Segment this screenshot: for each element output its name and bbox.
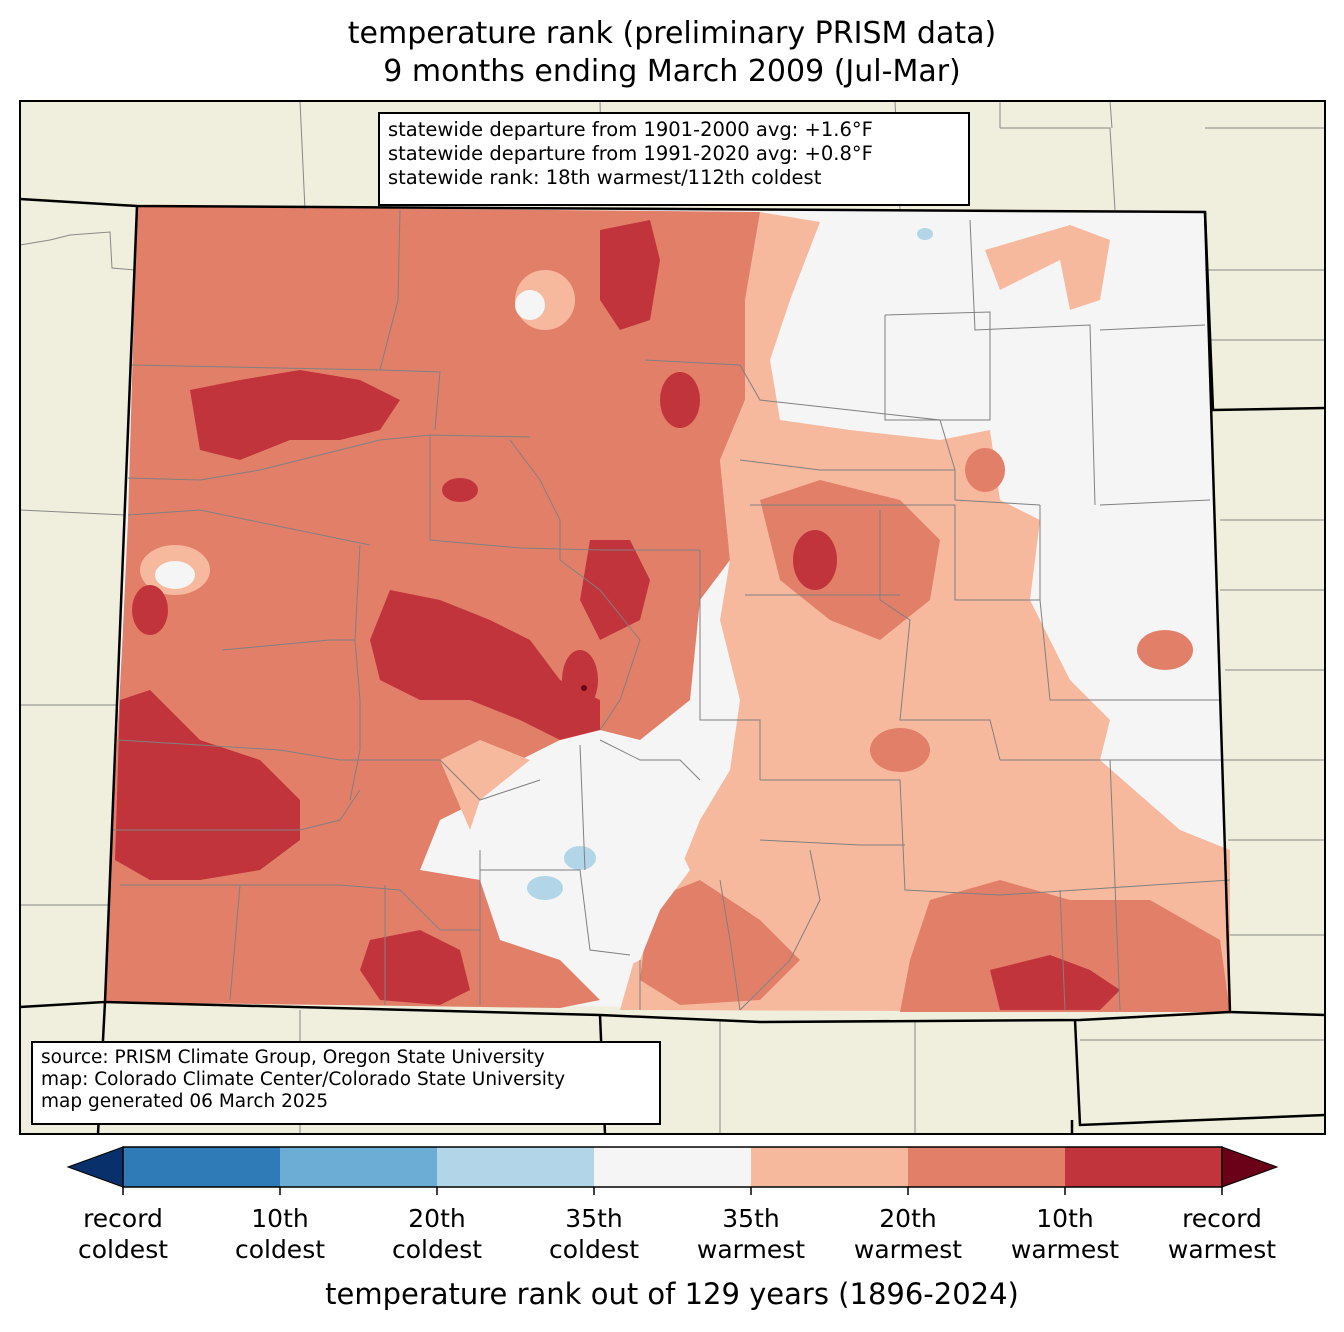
region-10th-warmest-northwest — [190, 370, 400, 460]
region-35th-warmest-northeast — [985, 225, 1110, 310]
region-20th-warmest-south — [640, 880, 800, 1005]
map-frame — [19, 100, 1326, 1135]
region-record-warmest-spot — [581, 685, 587, 691]
region-10th-warmest-southwest — [115, 690, 300, 880]
colorbar-bin-20th-warmest — [908, 1147, 1065, 1187]
colorbar-label-35th-warmest: 35th warmest — [696, 1204, 806, 1264]
departure-1991-2020: statewide departure from 1991-2020 avg: … — [388, 142, 873, 165]
region-20th-warmest-spot1 — [1137, 630, 1193, 670]
region-10th-warmest-spot5 — [660, 372, 700, 428]
region-10th-warmest-front-range — [580, 540, 650, 640]
statewide-rank: statewide rank: 18th warmest/112th colde… — [388, 166, 822, 189]
colorbar-bin-10th-coldest — [123, 1147, 280, 1187]
region-10th-warmest-central-mtns — [370, 590, 600, 740]
colorbar — [66, 1146, 1279, 1195]
colorbar-label-10th-warmest: 10th warmest — [1010, 1204, 1120, 1264]
region-10th-warmest-spot3 — [132, 585, 168, 635]
near-normal-pocket2 — [155, 561, 195, 589]
colorbar-label-20th-coldest: 20th coldest — [391, 1204, 483, 1264]
generated-date: map generated 06 March 2025 — [41, 1091, 329, 1112]
region-10th-warmest-spot2 — [562, 650, 598, 710]
colorbar-bin-normal-cold — [594, 1147, 751, 1187]
region-10th-warmest-spot4 — [442, 478, 478, 502]
map-credit: map: Colorado Climate Center/Colorado St… — [41, 1069, 566, 1090]
colorbar-label-35th-coldest: 35th coldest — [548, 1204, 640, 1264]
region-10th-warmest-sw-corner — [360, 930, 470, 1005]
colorbar-extend-cold — [66, 1146, 124, 1188]
source-credit: source: PRISM Climate Group, Oregon Stat… — [41, 1047, 545, 1068]
map-subtitle: 9 months ending March 2009 (Jul-Mar) — [383, 54, 961, 89]
region-20th-warmest-central — [760, 480, 940, 640]
region-10th-warmest-spot1 — [793, 530, 837, 590]
region-35th-warmest-east — [620, 212, 1230, 1012]
colorbar-label-record-coldest: record coldest — [77, 1204, 169, 1264]
near-normal-pocket4 — [515, 290, 545, 320]
region-10th-warmest-ne-corner — [990, 955, 1120, 1010]
colorbar-title: temperature rank out of 129 years (1896-… — [325, 1277, 1019, 1311]
credits-box: source: PRISM Climate Group, Oregon Stat… — [31, 1041, 661, 1125]
colorbar-label-10th-coldest: 10th coldest — [234, 1204, 326, 1264]
colorbar-bin-35th-warmest — [751, 1147, 908, 1187]
colorbar-bin-20th-coldest — [280, 1147, 437, 1187]
map-title: temperature rank (preliminary PRISM data… — [347, 16, 997, 51]
region-20th-warmest-spot3 — [870, 728, 930, 772]
region-10th-warmest-north — [600, 220, 660, 330]
colorbar-bin-35th-coldest — [437, 1147, 594, 1187]
county-boundaries — [112, 209, 1231, 1011]
colorbar-label-record-warmest: record warmest — [1167, 1204, 1277, 1264]
region-35th-coldest-spot3 — [917, 228, 933, 240]
colorbar-extend-warm — [1221, 1146, 1279, 1188]
region-20th-warmest-spot2 — [965, 448, 1005, 492]
colorbar-ticks — [122, 1187, 1223, 1195]
colorbar-bin-10th-warmest — [1065, 1147, 1222, 1187]
region-35th-warmest-san-luis-edge — [440, 740, 530, 830]
region-20th-warmest-southeast — [900, 880, 1230, 1012]
statewide-stats-box: statewide departure from 1901-2000 avg: … — [378, 112, 970, 206]
colorbar-label-20th-warmest: 20th warmest — [853, 1204, 963, 1264]
departure-1901-2000: statewide departure from 1901-2000 avg: … — [388, 118, 873, 141]
colorbar-outline — [122, 1146, 1223, 1188]
state-boundaries — [19, 197, 1326, 1135]
region-35th-coldest-spot2 — [527, 876, 563, 900]
region-35th-coldest-spot1 — [564, 846, 596, 870]
